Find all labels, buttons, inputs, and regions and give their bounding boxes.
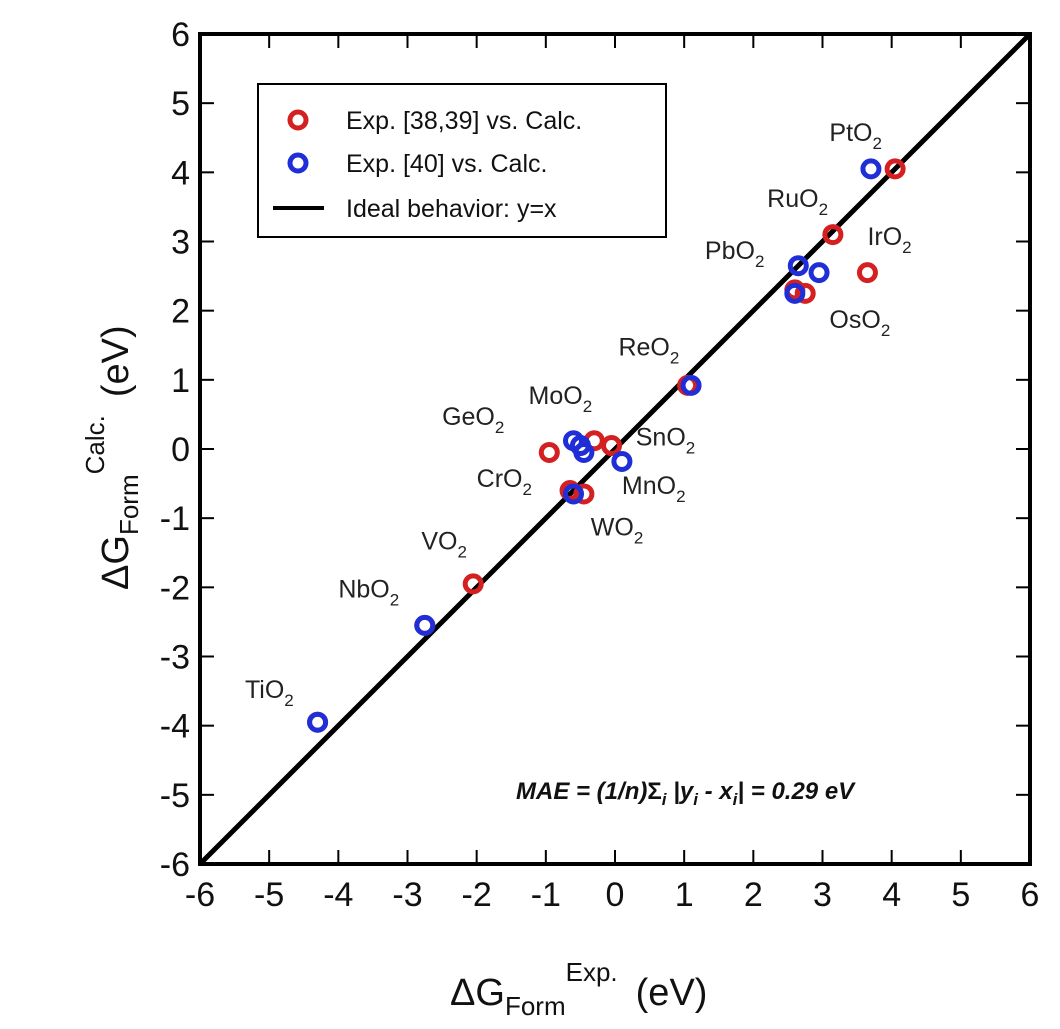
y-tick-label: -2 [160,569,190,607]
point-label: MoO2 [529,382,593,416]
point-label: VO2 [421,527,467,561]
point-label: IrO2 [867,223,911,257]
data-point [611,450,633,472]
y-tick-label: 3 [171,224,190,262]
x-tick-label: -5 [254,876,284,914]
x-tick-label: 0 [606,876,625,914]
plot-frame [198,32,1032,866]
y-tick-label: -6 [160,846,190,884]
x-tick-label: 1 [675,876,694,914]
x-tick-label: -1 [531,876,561,914]
data-point [573,483,595,505]
y-tick-label: 2 [171,293,190,331]
legend-marker-red [287,109,309,131]
data-point [307,711,329,733]
legend-marker-blue [287,152,309,174]
point-label: OsO2 [829,306,890,340]
x-tick-label: -4 [323,876,353,914]
point-label: PbO2 [705,237,765,271]
data-point [808,262,830,284]
point-labels: TiO2 NbO2 VO2 CrO2 GeO2 MoO2 SnO2 MnO2 WO2 ReO2 Pb… [245,119,912,710]
data-point [784,282,806,304]
y-tick-label: 6 [171,16,190,54]
y-tick-label: -4 [160,708,190,746]
data-point [787,255,809,277]
data-point [856,262,878,284]
y-tick-label: 4 [171,154,190,192]
data-point [414,614,436,636]
legend-box [257,83,667,238]
y-tick-label: -1 [160,500,190,538]
point-label: NbO2 [338,576,399,610]
point-label: ReO2 [618,334,679,368]
point-label: RuO2 [767,185,828,219]
data-point [822,224,844,246]
x-tick-label: -3 [392,876,422,914]
data-point [601,435,623,457]
point-label: MnO2 [622,472,686,506]
data-point [860,158,882,180]
data-points [307,158,906,733]
data-point [794,282,816,304]
point-label: CrO2 [477,465,532,499]
y-tick-label: 1 [171,362,190,400]
x-tick-label: 2 [744,876,763,914]
point-label: GeO2 [442,403,504,437]
x-tick-label: -6 [185,876,215,914]
x-tick-label: -2 [462,876,492,914]
series-red [307,158,906,733]
y-tick-label: 5 [171,85,190,123]
data-point [563,483,584,505]
legend-label-blue: Exp. [40] vs. Calc. [346,150,547,178]
x-tick-label: 5 [951,876,970,914]
data-point [573,441,595,463]
x-tick-label: 4 [882,876,901,914]
point-label: WO2 [591,513,644,547]
y-tick-label: -5 [160,777,190,815]
legend-label-line: Ideal behavior: y=x [346,195,557,223]
mae-annotation: MAE = (1/n)Σi |yi - xi| = 0.29 eV [516,778,856,809]
ideal-line-y-equals-x [198,32,1032,866]
y-axis-title: ΔGFormCalc.(eV) [80,325,144,590]
x-tick-label: 6 [1021,876,1040,914]
ticks-layer: -6 -5 -4 -3 -2 -1 0 1 2 3 4 5 6 -6 -5 -4 -3 -2 -1 0 1 2 3 4 5 6 [160,16,1040,914]
y-tick-label: -3 [160,639,190,677]
data-point [680,374,702,396]
series-blue [307,158,882,733]
legend-label-red: Exp. [38,39] vs. Calc. [346,107,582,135]
point-label: SnO2 [636,424,696,458]
x-axis-title: ΔGFormExp. (eV) [450,957,707,1021]
data-point [538,441,560,463]
data-point [884,158,906,180]
legend: Exp. [38,39] vs. Calc. Exp. [40] vs. Cal… [257,83,667,238]
x-tick-label: 3 [813,876,832,914]
data-point [462,573,484,595]
point-label: PtO2 [829,119,882,153]
y-tick-label: 0 [171,431,190,469]
point-label: TiO2 [245,676,294,710]
